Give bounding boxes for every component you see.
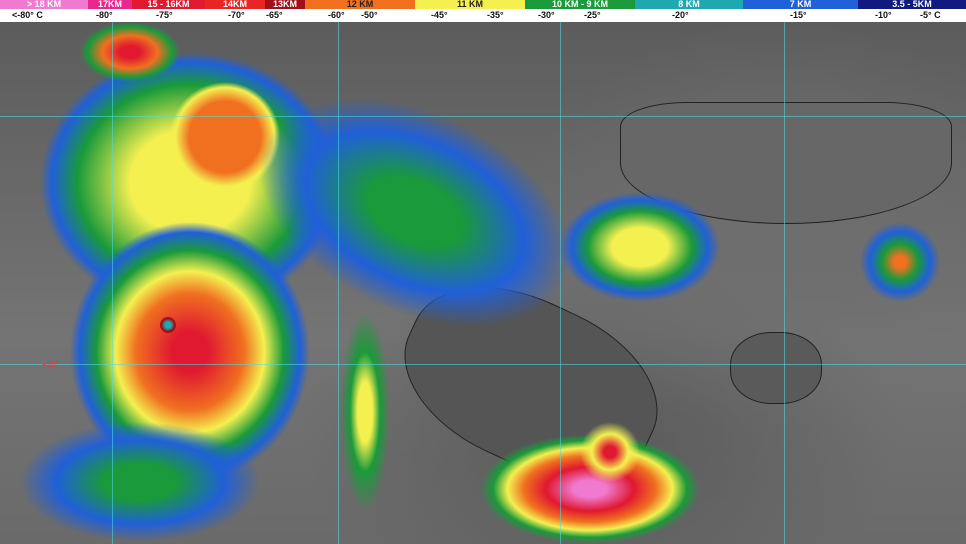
temp-label: -60° — [328, 10, 345, 20]
satellite-image: +20° — [0, 22, 966, 544]
temp-label: -45° — [431, 10, 448, 20]
legend-band: 11 KM — [415, 0, 525, 9]
yucatan-landmass — [730, 332, 822, 404]
legend-band: 10 KM - 9 KM — [525, 0, 635, 9]
temp-label: -50° — [361, 10, 378, 20]
temp-label: -10° — [875, 10, 892, 20]
cloud-region — [860, 222, 940, 302]
longitude-line — [112, 22, 113, 544]
temp-label: -30° — [538, 10, 555, 20]
legend-band: 15 - 16KM — [132, 0, 205, 9]
temp-label: -70° — [228, 10, 245, 20]
temp-label: -65° — [266, 10, 283, 20]
temp-label: -5° C — [920, 10, 941, 20]
temp-label: <-80° C — [12, 10, 43, 20]
temp-label: -80° — [96, 10, 113, 20]
longitude-line — [560, 22, 561, 544]
color-scale-legend: > 18 KM 17KM 15 - 16KM 14KM 13KM 12 KM 1… — [0, 0, 966, 22]
legend-band: 14KM — [205, 0, 265, 9]
legend-band: 3.5 - 5KM — [858, 0, 966, 9]
temp-label: -15° — [790, 10, 807, 20]
cloud-band — [340, 312, 390, 512]
latitude-label: +20° — [42, 360, 59, 369]
legend-band: 7 KM — [743, 0, 858, 9]
legend-band: 8 KM — [635, 0, 743, 9]
longitude-line — [338, 22, 339, 544]
temp-label: -35° — [487, 10, 504, 20]
cloud-region — [560, 192, 720, 302]
legend-band: 13KM — [265, 0, 305, 9]
cloud-core — [80, 22, 180, 82]
convection-cloud — [580, 422, 640, 482]
hurricane-eye — [160, 317, 176, 333]
legend-band: 12 KM — [305, 0, 415, 9]
longitude-line — [784, 22, 785, 544]
latitude-line — [0, 116, 966, 117]
temp-label: -20° — [672, 10, 689, 20]
latitude-line — [0, 364, 966, 365]
legend-band: 17KM — [88, 0, 132, 9]
temp-label: -25° — [584, 10, 601, 20]
temp-label: -75° — [156, 10, 173, 20]
cloud-band — [20, 422, 260, 542]
legend-band: > 18 KM — [0, 0, 88, 9]
